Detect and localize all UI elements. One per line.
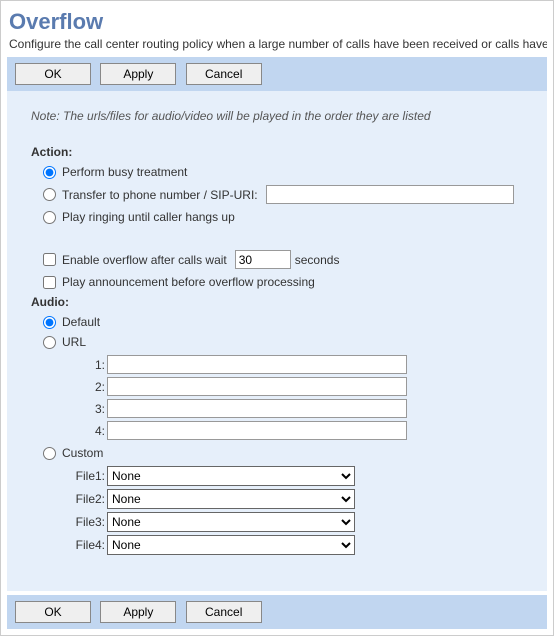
overflow-wait-checkbox[interactable] [43, 253, 56, 266]
audio-default-radio[interactable] [43, 316, 56, 329]
top-button-bar: OK Apply Cancel [7, 57, 547, 91]
file-label-3: File3: [71, 515, 105, 529]
action-transfer-label: Transfer to phone number / SIP-URI: [62, 188, 258, 202]
action-ringing-label: Play ringing until caller hangs up [62, 210, 235, 224]
content-panel: Note: The urls/files for audio/video wil… [7, 91, 547, 591]
audio-url-radio[interactable] [43, 336, 56, 349]
cancel-button[interactable]: Cancel [186, 63, 262, 85]
audio-section-label: Audio: [31, 295, 537, 309]
note-text: Note: The urls/files for audio/video wil… [31, 109, 537, 123]
action-section-label: Action: [31, 145, 537, 159]
file-label-4: File4: [71, 538, 105, 552]
url-input-2[interactable] [107, 377, 407, 396]
url-list: 1: 2: 3: 4: [71, 355, 537, 440]
apply-button[interactable]: Apply [100, 63, 176, 85]
url-input-4[interactable] [107, 421, 407, 440]
file-select-3[interactable]: None [107, 512, 355, 532]
file-label-2: File2: [71, 492, 105, 506]
ok-button[interactable]: OK [15, 63, 91, 85]
overflow-wait-label-before: Enable overflow after calls wait [62, 253, 227, 267]
url-index-3: 3: [71, 402, 105, 416]
page-title: Overflow [9, 9, 547, 35]
file-select-2[interactable]: None [107, 489, 355, 509]
cancel-button-bottom[interactable]: Cancel [186, 601, 262, 623]
audio-url-label: URL [62, 335, 86, 349]
play-announcement-checkbox[interactable] [43, 276, 56, 289]
audio-custom-radio[interactable] [43, 447, 56, 460]
audio-default-label: Default [62, 315, 100, 329]
bottom-button-bar: OK Apply Cancel [7, 595, 547, 629]
file-label-1: File1: [71, 469, 105, 483]
action-busy-label: Perform busy treatment [62, 165, 187, 179]
overflow-wait-label-after: seconds [295, 253, 340, 267]
transfer-number-input[interactable] [266, 185, 514, 204]
action-transfer-radio[interactable] [43, 188, 56, 201]
page-description: Configure the call center routing policy… [9, 37, 547, 51]
url-input-1[interactable] [107, 355, 407, 374]
overflow-wait-input[interactable] [235, 250, 291, 269]
ok-button-bottom[interactable]: OK [15, 601, 91, 623]
url-input-3[interactable] [107, 399, 407, 418]
file-list: File1: None File2: None File3: None [71, 466, 537, 555]
action-ringing-radio[interactable] [43, 211, 56, 224]
file-select-4[interactable]: None [107, 535, 355, 555]
play-announcement-label: Play announcement before overflow proces… [62, 275, 315, 289]
url-index-4: 4: [71, 424, 105, 438]
audio-custom-label: Custom [62, 446, 103, 460]
url-index-2: 2: [71, 380, 105, 394]
apply-button-bottom[interactable]: Apply [100, 601, 176, 623]
action-busy-radio[interactable] [43, 166, 56, 179]
file-select-1[interactable]: None [107, 466, 355, 486]
url-index-1: 1: [71, 358, 105, 372]
